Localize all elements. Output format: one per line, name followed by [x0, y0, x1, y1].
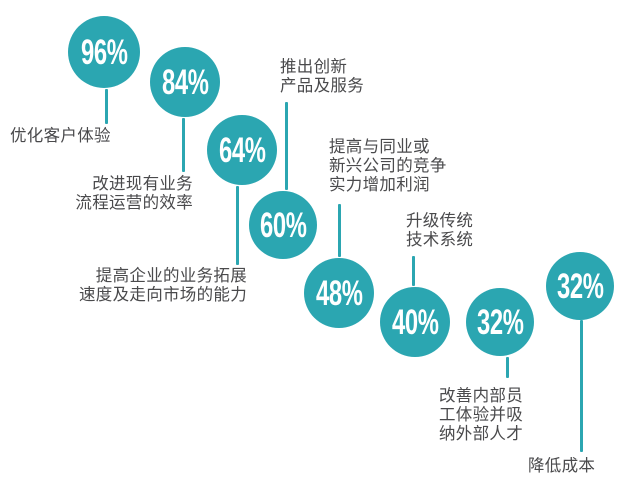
bubble-label-2: 改进现有业务 流程运营的效率 [60, 175, 193, 213]
bubble-label-7-line-1: 改善内部员 [439, 387, 523, 405]
bubble-label-1-line-1: 优化客户体验 [10, 127, 111, 145]
bubble-value-6: 40% [391, 302, 439, 342]
connector-line-2 [181, 118, 185, 172]
bubble-label-8: 降低成本 [528, 457, 608, 476]
bubble-label-5-line-3: 实力增加利润 [329, 176, 430, 194]
bubble-value-1: 96% [80, 32, 128, 72]
bubble-value-7: 32% [476, 302, 524, 342]
bubble-label-2-line-2: 流程运营的效率 [75, 194, 193, 212]
connector-line-4 [284, 102, 288, 190]
bubble-value-5: 48% [315, 273, 363, 313]
bubble-label-3-line-2: 速度及走向市场的能力 [79, 286, 247, 304]
bubble-label-7-line-3: 纳外部人才 [439, 425, 523, 443]
bubble-2-84pct: 84% [150, 47, 220, 117]
bubble-label-5: 提高与同业或 新兴公司的竞争 实力增加利润 [329, 138, 459, 195]
bubble-value-4: 60% [259, 205, 307, 245]
bubble-label-5-line-1: 提高与同业或 [329, 138, 430, 156]
bubble-label-7-line-2: 工体验并吸 [439, 406, 523, 424]
bubble-label-4: 推出创新 产品及服务 [280, 58, 395, 96]
bubble-label-4-line-2: 产品及服务 [280, 77, 364, 95]
bubble-label-2-line-1: 改进现有业务 [92, 175, 193, 193]
bubble-label-7: 改善内部员 工体验并吸 纳外部人才 [439, 387, 529, 444]
bubble-label-1: 优化客户体验 [10, 127, 120, 146]
connector-line-7 [505, 357, 509, 378]
connector-line-5 [337, 204, 341, 257]
bubble-label-3-line-1: 提高企业的业务拓展 [95, 267, 247, 285]
connector-line-3 [235, 186, 239, 265]
connector-line-8 [579, 320, 583, 452]
bubble-label-8-line-1: 降低成本 [528, 457, 596, 475]
bubble-value-3: 64% [218, 130, 266, 170]
bubble-label-4-line-1: 推出创新 [280, 58, 348, 76]
bubble-1-96pct: 96% [68, 16, 140, 88]
bubble-label-6-line-1: 升级传统 [406, 212, 474, 230]
bubble-5-48pct: 48% [304, 258, 374, 328]
bubble-7-32pct: 32% [466, 288, 534, 356]
bubble-value-8: 32% [556, 266, 604, 306]
connector-line-1 [104, 89, 108, 124]
bubble-label-6-line-2: 技术系统 [406, 231, 474, 249]
connector-line-6 [411, 256, 415, 286]
bubble-8-32pct: 32% [546, 252, 614, 320]
bubble-4-60pct: 60% [249, 191, 317, 259]
bubble-value-2: 84% [161, 62, 209, 102]
bubble-label-5-line-2: 新兴公司的竞争 [329, 157, 447, 175]
bubble-6-40pct: 40% [380, 287, 450, 357]
bubble-3-64pct: 64% [207, 115, 277, 185]
bubble-label-3: 提高企业的业务拓展 速度及走向市场的能力 [60, 267, 247, 305]
bubble-label-6: 升级传统 技术系统 [406, 212, 516, 250]
